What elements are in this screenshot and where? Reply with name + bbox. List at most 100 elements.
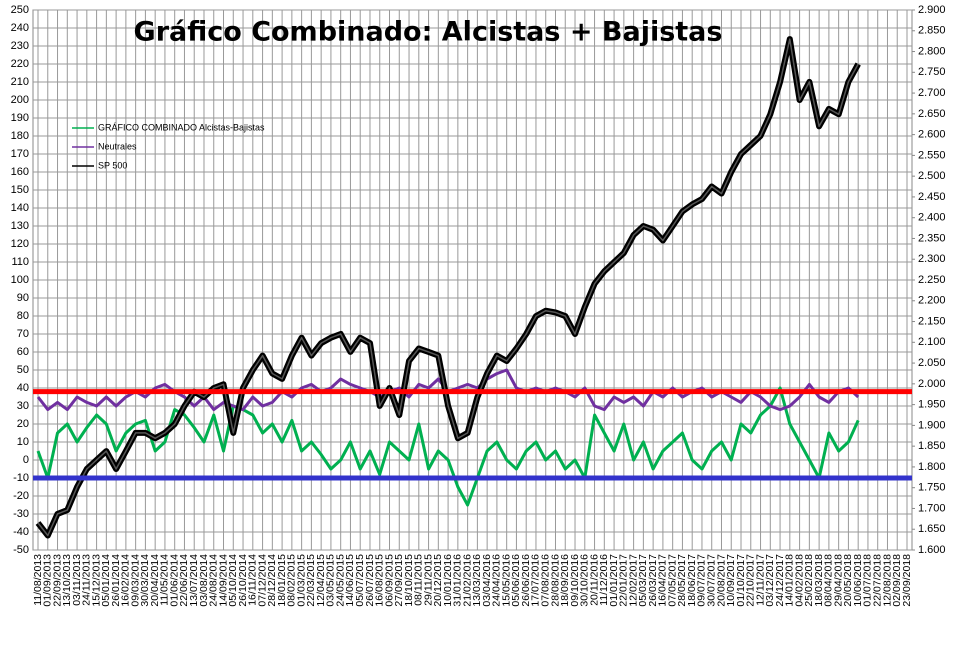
x-tick-label: 26/10/2014 [237, 554, 249, 607]
x-tick-label: 11/05/2014 [159, 554, 171, 606]
chart-title: Gráfico Combinado: Alcistas + Bajistas [134, 17, 723, 48]
y-tick-label: 210 [11, 76, 29, 88]
x-tick-label: 01/01/2017 [608, 554, 620, 607]
x-tick-label: 10/09/2017 [725, 554, 737, 607]
x-tick-label: 03/12/2017 [764, 554, 776, 607]
y-tick-label: -40 [13, 526, 29, 538]
grid [32, 9, 915, 551]
y2-tick-label: 2.250 [918, 274, 946, 286]
y-tick-label: 0 [23, 454, 29, 466]
x-tick-label: 29/04/2018 [832, 554, 844, 607]
x-tick-label: 03/05/2015 [325, 554, 337, 607]
x-tick-label: 18/03/2018 [813, 554, 825, 607]
y-tick-label: -20 [13, 490, 29, 502]
x-tick-label: 02/09/2018 [891, 554, 903, 607]
y2-tick-label: 2.900 [918, 4, 946, 16]
x-tick-label: 24/12/2017 [774, 554, 786, 607]
x-tick-label: 16/02/2014 [120, 554, 132, 607]
x-tick-label: 16/04/2017 [657, 554, 669, 607]
x-tick-label: 20/04/2014 [149, 554, 161, 607]
x-tick-label: 26/01/2014 [110, 554, 122, 607]
x-tick-label: 22/01/2017 [618, 554, 630, 607]
y-tick-label: 220 [11, 58, 29, 70]
y-tick-label: 10 [17, 436, 29, 448]
x-tick-label: 03/08/2014 [198, 554, 210, 607]
y-tick-label: 190 [11, 112, 29, 124]
x-tick-label: 26/07/2015 [364, 554, 376, 607]
y2-tick-label: 2.150 [918, 315, 946, 327]
y2-tick-label: 2.550 [918, 149, 946, 161]
x-tick-label: 28/12/2014 [266, 554, 278, 607]
x-tick-label: 12/04/2015 [315, 554, 327, 607]
y2-tick-label: 1.750 [918, 482, 946, 494]
x-tick-label: 28/08/2016 [549, 554, 561, 607]
legend-label: SP 500 [98, 160, 127, 170]
x-tick-label: 08/02/2015 [286, 554, 298, 607]
x-tick-label: 20/11/2016 [588, 554, 600, 606]
x-tick-label: 24/05/2015 [334, 554, 346, 607]
y2-tick-label: 2.600 [918, 129, 946, 141]
x-tick-label: 15/05/2016 [500, 554, 512, 607]
x-tick-label: 05/01/2014 [100, 554, 112, 607]
y-tick-label: 150 [11, 184, 29, 196]
y2-tick-label: 2.650 [918, 108, 946, 120]
x-tick-label: 05/03/2017 [637, 554, 649, 607]
x-tick-label: 07/12/2014 [256, 554, 268, 607]
y-tick-label: 120 [11, 238, 29, 250]
x-tick-label: 08/04/2018 [823, 554, 835, 607]
y-tick-label: 240 [11, 22, 29, 34]
y-tick-label: 140 [11, 202, 29, 214]
y-tick-label: 200 [11, 94, 29, 106]
y-tick-label: 230 [11, 40, 29, 52]
y-tick-label: 20 [17, 418, 29, 430]
x-tick-label: 24/04/2016 [491, 554, 503, 607]
x-tick-label: 30/03/2014 [139, 554, 151, 607]
x-tick-label: 20/05/2018 [842, 554, 854, 607]
x-tick-label: 01/09/2013 [42, 554, 54, 607]
marks [33, 36, 912, 539]
x-tick-label: 25/02/2018 [803, 554, 815, 607]
y2-tick-label: 1.850 [918, 440, 946, 452]
x-tick-label: 21/02/2016 [461, 554, 473, 607]
y-tick-label: 110 [11, 256, 29, 268]
x-tick-label: 23/09/2018 [901, 554, 913, 607]
y-tick-label: 80 [17, 310, 29, 322]
x-tick-label: 24/08/2014 [208, 554, 220, 607]
y2-tick-label: 2.100 [918, 336, 946, 348]
y-tick-label: -30 [13, 508, 29, 520]
y-tick-label: 130 [11, 220, 29, 232]
x-tick-label: 18/06/2017 [686, 554, 698, 607]
x-tick-label: 12/08/2018 [881, 554, 893, 607]
x-tick-label: 01/10/2017 [735, 554, 747, 607]
x-tick-label: 14/09/2014 [217, 554, 229, 607]
y-tick-label: 60 [17, 346, 29, 358]
y2-tick-label: 2.400 [918, 212, 946, 224]
y-tick-label: 160 [11, 166, 29, 178]
y-tick-label: 30 [17, 400, 29, 412]
y2-tick-label: 2.450 [918, 191, 946, 203]
y-tick-label: 70 [17, 328, 29, 340]
x-tick-label: 16/08/2015 [374, 554, 386, 607]
x-tick-label: 26/03/2017 [647, 554, 659, 607]
y-tick-label: 50 [17, 364, 29, 376]
x-tick-label: 07/05/2017 [666, 554, 678, 607]
y2-tick-label: 2.500 [918, 170, 946, 182]
y2-tick-label: 1.800 [918, 461, 946, 473]
y2-tick-label: 1.950 [918, 399, 946, 411]
y2-tick-label: 2.350 [918, 232, 946, 244]
x-tick-label: 14/01/2018 [784, 554, 796, 607]
x-tick-label: 09/10/2016 [569, 554, 581, 607]
x-tick-label: 08/11/2015 [413, 554, 425, 606]
y2-tick-label: 1.900 [918, 419, 946, 431]
x-tick-label: 12/11/2017 [754, 554, 766, 606]
x-tick-label: 14/06/2015 [344, 554, 356, 607]
y-tick-label: 90 [17, 292, 29, 304]
x-tick-label: 12/02/2017 [627, 554, 639, 607]
x-tick-label: 26/06/2016 [520, 554, 532, 607]
x-tick-label: 03/04/2016 [481, 554, 493, 607]
labels: -50 -40 -30 -20 -10 0 10 20 30 40 50 60 70 80 90 100 110… [11, 4, 946, 607]
x-tick-label: 22/03/2015 [305, 554, 317, 607]
x-tick-label: 10/06/2018 [852, 554, 864, 607]
